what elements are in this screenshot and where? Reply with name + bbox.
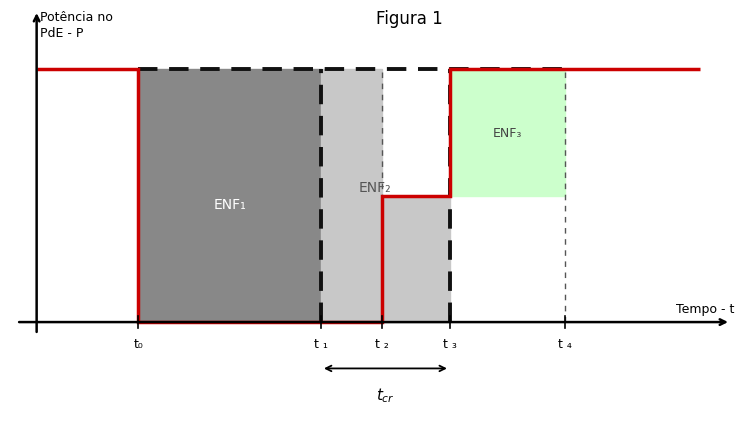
Text: Tempo - t: Tempo - t [676, 302, 734, 316]
Text: ENF₁: ENF₁ [213, 198, 246, 212]
Text: t ₂: t ₂ [375, 337, 389, 351]
Text: Figura 1: Figura 1 [376, 9, 442, 27]
Text: t ₄: t ₄ [558, 337, 572, 351]
Text: t₀: t₀ [133, 337, 143, 351]
Text: Potência no
PdE - P: Potência no PdE - P [40, 11, 113, 40]
Text: t ₁: t ₁ [314, 337, 328, 351]
Polygon shape [321, 70, 450, 322]
Text: ENF₂: ENF₂ [359, 181, 391, 195]
Text: ENF₃: ENF₃ [492, 127, 522, 140]
Text: $t_{cr}$: $t_{cr}$ [376, 386, 395, 404]
Text: t ₃: t ₃ [443, 337, 457, 351]
